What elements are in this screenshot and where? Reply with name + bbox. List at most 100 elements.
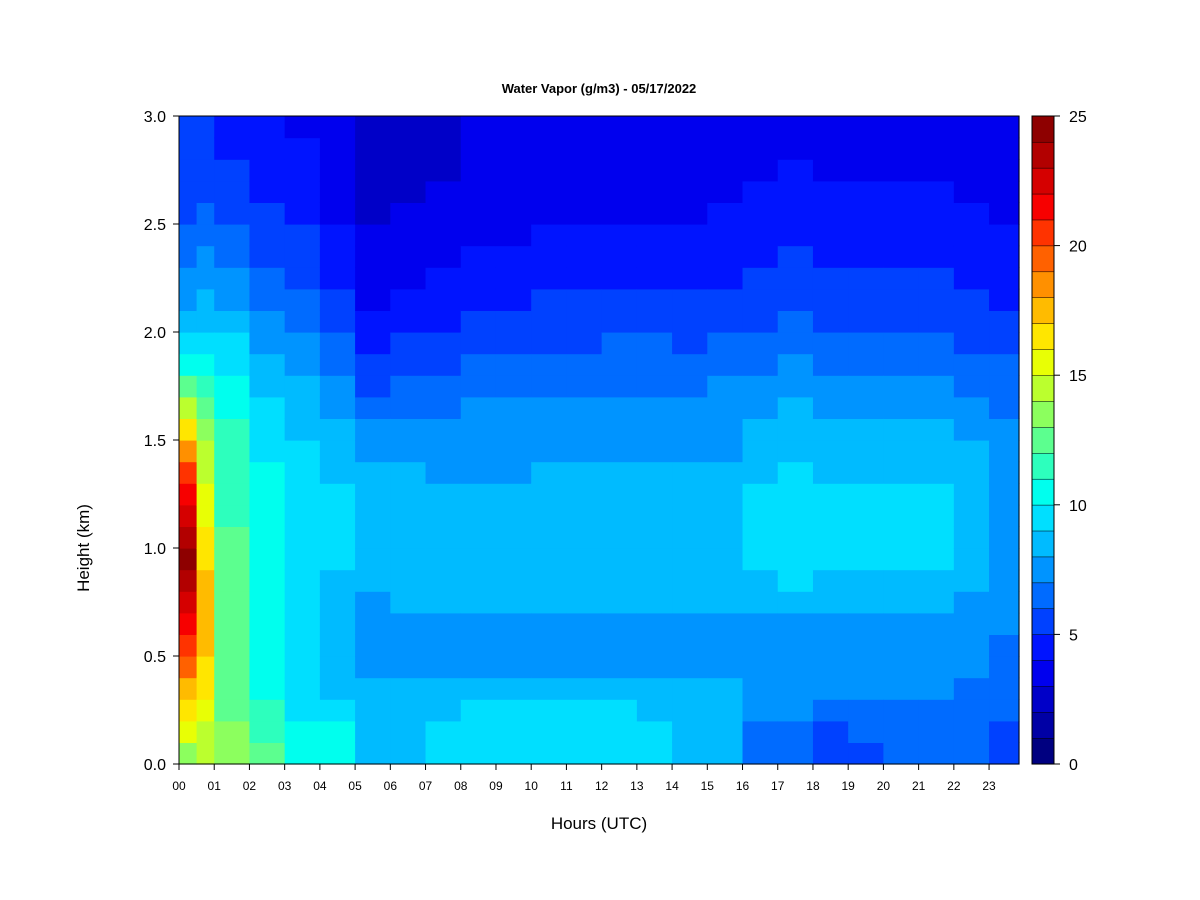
heatmap-cell — [214, 699, 251, 722]
heatmap-cell — [566, 677, 603, 700]
heatmap-cell — [989, 526, 1020, 549]
heatmap-cell — [601, 440, 638, 463]
heatmap-cell — [777, 267, 814, 290]
heatmap-cell — [566, 656, 603, 679]
heatmap-cell — [319, 310, 356, 333]
heatmap-cell — [179, 288, 198, 311]
heatmap-cell — [460, 720, 497, 743]
heatmap-cell — [249, 504, 286, 527]
heatmap-cell — [425, 569, 462, 592]
heatmap-cell — [531, 202, 568, 225]
heatmap-cell — [777, 742, 814, 765]
heatmap-cell — [196, 612, 215, 635]
heatmap-cell — [918, 396, 955, 419]
x-tick-label: 21 — [912, 779, 926, 793]
heatmap-cell — [989, 504, 1020, 527]
heatmap-cell — [355, 699, 391, 722]
heatmap-cell — [531, 159, 568, 182]
heatmap-cell — [179, 418, 198, 441]
heatmap-cell — [883, 202, 920, 225]
x-tick-label: 22 — [947, 779, 961, 793]
heatmap-cell — [566, 612, 603, 635]
heatmap-cell — [179, 116, 198, 139]
heatmap-cell — [777, 677, 814, 700]
heatmap-cell — [953, 396, 990, 419]
heatmap-cell — [196, 526, 215, 549]
heatmap-cell — [284, 483, 321, 506]
heatmap-cell — [566, 116, 603, 139]
heatmap-cell — [707, 137, 744, 160]
heatmap-cell — [196, 548, 215, 571]
heatmap-cell — [425, 288, 462, 311]
heatmap-cell — [812, 526, 849, 549]
heatmap-cell — [196, 267, 215, 290]
heatmap-cell — [918, 656, 955, 679]
heatmap-cell — [953, 288, 990, 311]
heatmap-cell — [777, 548, 814, 571]
heatmap-cell — [812, 180, 849, 203]
heatmap-cell — [883, 569, 920, 592]
heatmap-cell — [672, 224, 708, 247]
heatmap-cell — [566, 245, 603, 268]
colorbar-level — [1031, 426, 1055, 454]
heatmap-cell — [672, 591, 708, 614]
heatmap-cell — [284, 656, 321, 679]
heatmap-cell — [953, 202, 990, 225]
heatmap-cell — [196, 353, 215, 376]
y-axis: 0.0 0.5 1.0 1.5 2.0 2.5 3.0 — [144, 109, 179, 774]
heatmap-cell — [672, 116, 708, 139]
heatmap-cell — [179, 591, 198, 614]
colorbar-tick-label: 0 — [1069, 757, 1078, 774]
heatmap-cell — [179, 137, 198, 160]
heatmap-cell — [953, 116, 990, 139]
heatmap-cell — [284, 440, 321, 463]
heatmap-cell — [707, 288, 744, 311]
heatmap-cell — [179, 440, 198, 463]
heatmap-cell — [953, 634, 990, 657]
heatmap-cell — [812, 245, 849, 268]
heatmap-cell — [566, 353, 603, 376]
heatmap-cell — [707, 461, 744, 484]
heatmap-cell — [284, 461, 321, 484]
heatmap-cell — [707, 569, 744, 592]
heatmap-cell — [214, 720, 251, 743]
y-tick-label: 0.5 — [144, 649, 166, 666]
heatmap-cell — [495, 591, 532, 614]
heatmap-cell — [636, 612, 673, 635]
heatmap-cell — [742, 634, 779, 657]
heatmap-cell — [319, 569, 356, 592]
heatmap-cell — [848, 267, 884, 290]
heatmap-cell — [672, 699, 708, 722]
heatmap-cell — [883, 332, 920, 355]
heatmap-cell — [425, 677, 462, 700]
heatmap-cell — [196, 461, 215, 484]
heatmap-cell — [460, 159, 497, 182]
heatmap-cell — [672, 483, 708, 506]
heatmap-cell — [918, 548, 955, 571]
heatmap-cell — [425, 440, 462, 463]
heatmap-cell — [196, 634, 215, 657]
heatmap-cell — [425, 396, 462, 419]
heatmap-cell — [179, 375, 198, 398]
heatmap-cell — [566, 159, 603, 182]
heatmap-cell — [196, 504, 215, 527]
heatmap-cell — [284, 720, 321, 743]
colorbar-level — [1031, 452, 1055, 480]
heatmap-cell — [742, 180, 779, 203]
heatmap-cell — [918, 375, 955, 398]
heatmap-cell — [918, 677, 955, 700]
heatmap-cell — [319, 677, 356, 700]
heatmap-cell — [636, 569, 673, 592]
heatmap-cell — [707, 418, 744, 441]
heatmap-cell — [848, 742, 884, 765]
heatmap-cell — [319, 116, 356, 139]
heatmap-cell — [531, 245, 568, 268]
heatmap-cell — [848, 245, 884, 268]
heatmap-cell — [601, 699, 638, 722]
heatmap-cell — [319, 159, 356, 182]
heatmap-cell — [531, 396, 568, 419]
heatmap-cell — [812, 375, 849, 398]
heatmap-cell — [777, 569, 814, 592]
heatmap-cell — [848, 483, 884, 506]
heatmap-cell — [495, 634, 532, 657]
